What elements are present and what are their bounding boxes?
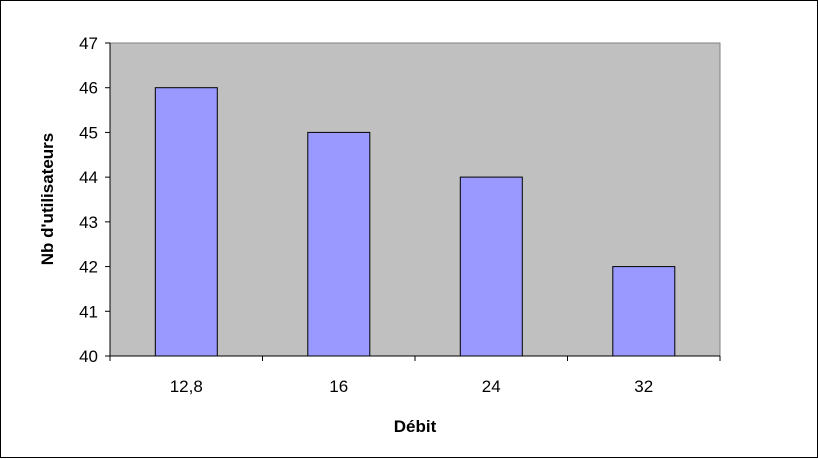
axes-group	[105, 42, 721, 361]
y-tick-label-6: 46	[79, 79, 98, 98]
bar-3	[612, 266, 676, 357]
x-tick-label-3: 32	[634, 377, 653, 396]
x-tick-label-2: 24	[482, 377, 501, 396]
x-tick-label-1: 16	[329, 377, 348, 396]
y-tick-label-1: 41	[79, 302, 98, 321]
y-axis-title: Nb d'utilisateurs	[38, 133, 57, 266]
x-axis-title: Débit	[394, 417, 437, 436]
y-tick-label-7: 47	[79, 34, 98, 53]
y-tick-label-5: 45	[79, 123, 98, 142]
y-tick-label-0: 40	[79, 347, 98, 366]
x-tick-label-0: 12,8	[170, 377, 203, 396]
tick-labels-group: 40 41 42 43 44 45 46 47 12,8 16 24 32	[79, 34, 653, 396]
y-tick-label-3: 43	[79, 213, 98, 232]
bar-2	[459, 176, 523, 357]
y-tick-label-2: 42	[79, 258, 98, 277]
bars-group	[154, 87, 676, 357]
bar-0	[154, 87, 218, 357]
bar-1	[307, 131, 371, 357]
y-tick-label-4: 44	[79, 168, 98, 187]
